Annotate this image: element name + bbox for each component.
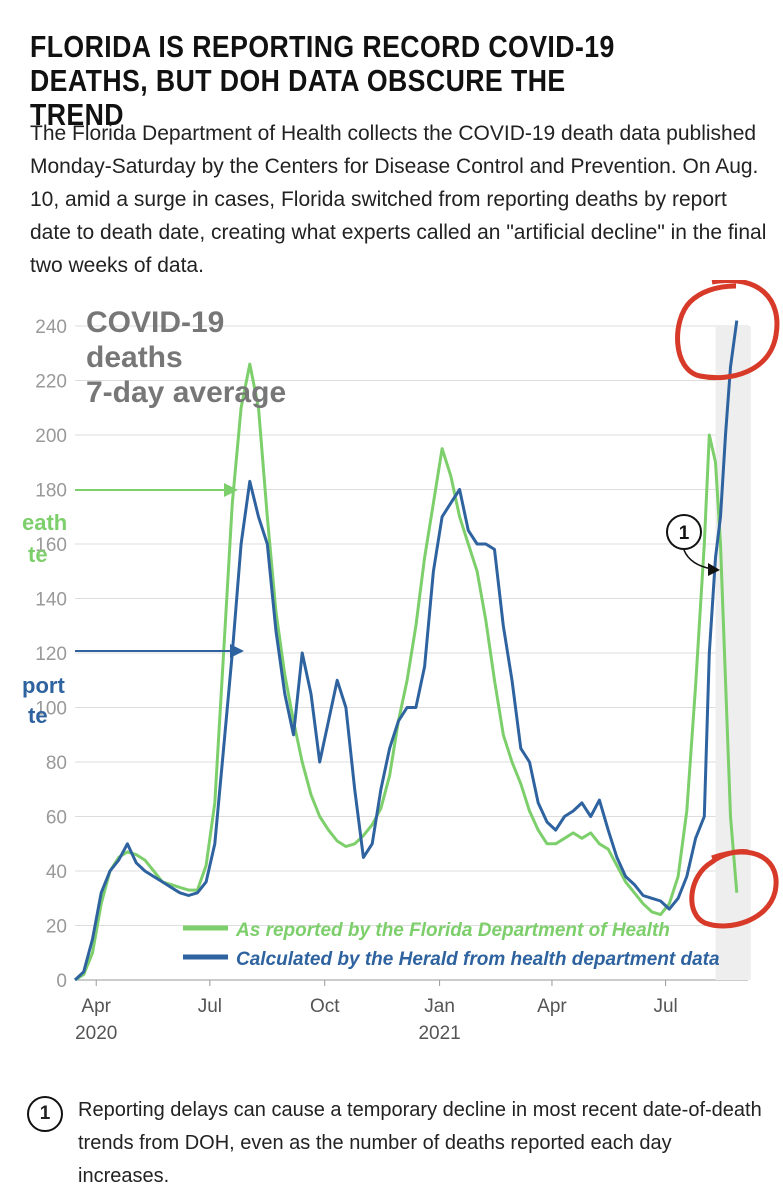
annotation-label: 1 (679, 523, 690, 544)
x-tick-label: Jul (198, 996, 222, 1017)
series-line-doh (74, 362, 739, 982)
chart-title-line-1: COVID-19 (86, 306, 224, 339)
deaths-line-chart: 0 20 40 60 80 100 120 140 160 180 200 220 240 Apr 202… (22, 280, 780, 1044)
green-side-label-line-1: eath (22, 510, 67, 535)
headline: FLORIDA IS REPORTING RECORD COVID-19 DEA… (30, 29, 615, 132)
x-tick-label: Apr (81, 996, 111, 1017)
y-tick-label: 20 (46, 917, 67, 938)
blue-side-label: port te (22, 673, 65, 728)
footnote-text: Reporting delays can cause a temporary d… (78, 1099, 762, 1187)
shaded-region (715, 326, 751, 980)
x-tick-label: Apr (537, 996, 567, 1017)
legend-label-green: As reported by the Florida Department of… (235, 920, 670, 941)
x-tick-year-label: 2020 (75, 1023, 117, 1044)
y-tick-label: 220 (35, 372, 67, 393)
y-tick-label: 40 (46, 862, 67, 883)
chart-title-line-2: deaths (86, 341, 183, 374)
x-tick-label: Jan (424, 996, 455, 1017)
annotation-pointer (683, 549, 713, 570)
green-side-label-line-2: te (28, 542, 48, 567)
y-tick-label: 140 (35, 590, 67, 611)
y-tick-label: 60 (46, 808, 67, 829)
x-axis-ticks: Apr 2020 Jul Oct Jan 2021 Apr Jul (75, 980, 678, 1044)
series-lines (73, 320, 739, 982)
green-arrow-head (224, 483, 238, 497)
red-circle-bottom (689, 849, 779, 929)
green-side-label: eath te (22, 510, 67, 567)
x-tick-label: Jul (653, 996, 677, 1017)
y-tick-label: 0 (56, 971, 67, 992)
legend: As reported by the Florida Department of… (183, 920, 720, 970)
red-annotation-circles (675, 280, 780, 929)
y-tick-label: 80 (46, 753, 67, 774)
annotation-pointer-head (708, 563, 720, 576)
footnote-marker: 1 (27, 1096, 63, 1132)
y-tick-label: 180 (35, 481, 67, 502)
blue-side-label-line-1: port (22, 673, 65, 698)
x-tick-label: Oct (310, 996, 340, 1017)
blue-side-label-line-2: te (28, 703, 48, 728)
y-tick-label: 120 (35, 644, 67, 665)
y-tick-label: 200 (35, 426, 67, 447)
annotation-callout: 1 (666, 514, 720, 576)
y-axis-ticks: 0 20 40 60 80 100 120 140 160 180 200 220 240 (35, 317, 67, 992)
x-tick-year-label: 2021 (418, 1023, 460, 1044)
legend-label-blue: Calculated by the Herald from health dep… (236, 949, 720, 970)
red-circle-top (675, 280, 780, 381)
y-tick-label: 100 (35, 699, 67, 720)
chart-title-line-3: 7-day average (86, 376, 286, 409)
blue-arrow-head (230, 644, 244, 658)
annotation-marker (666, 514, 702, 550)
y-tick-label: 160 (35, 535, 67, 556)
chart-title: COVID-19 deaths 7-day average (86, 306, 286, 409)
intro-paragraph: The Florida Department of Health collect… (30, 122, 767, 277)
y-tick-label: 240 (35, 317, 67, 338)
series-line-herald (73, 320, 739, 982)
